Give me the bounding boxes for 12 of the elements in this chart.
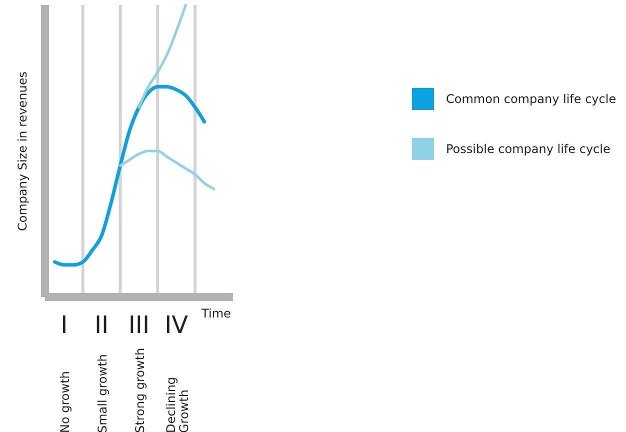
text: Declining Growth bbox=[164, 376, 191, 432]
legend-label: Possible company life cycle bbox=[446, 142, 610, 156]
text: Strong growth bbox=[132, 348, 147, 432]
x-tick-label: IV bbox=[164, 311, 189, 339]
x-tick-label: III bbox=[128, 311, 150, 339]
x-tick-label: II bbox=[94, 311, 109, 339]
x-axis-title: Time bbox=[200, 306, 231, 321]
text: No growth bbox=[58, 371, 72, 432]
text: Small growth bbox=[96, 354, 110, 432]
y-axis-title: Company Size in revenues bbox=[15, 72, 30, 231]
x-tick-label: I bbox=[60, 311, 68, 339]
legend-label: Common company life cycle bbox=[446, 92, 616, 106]
